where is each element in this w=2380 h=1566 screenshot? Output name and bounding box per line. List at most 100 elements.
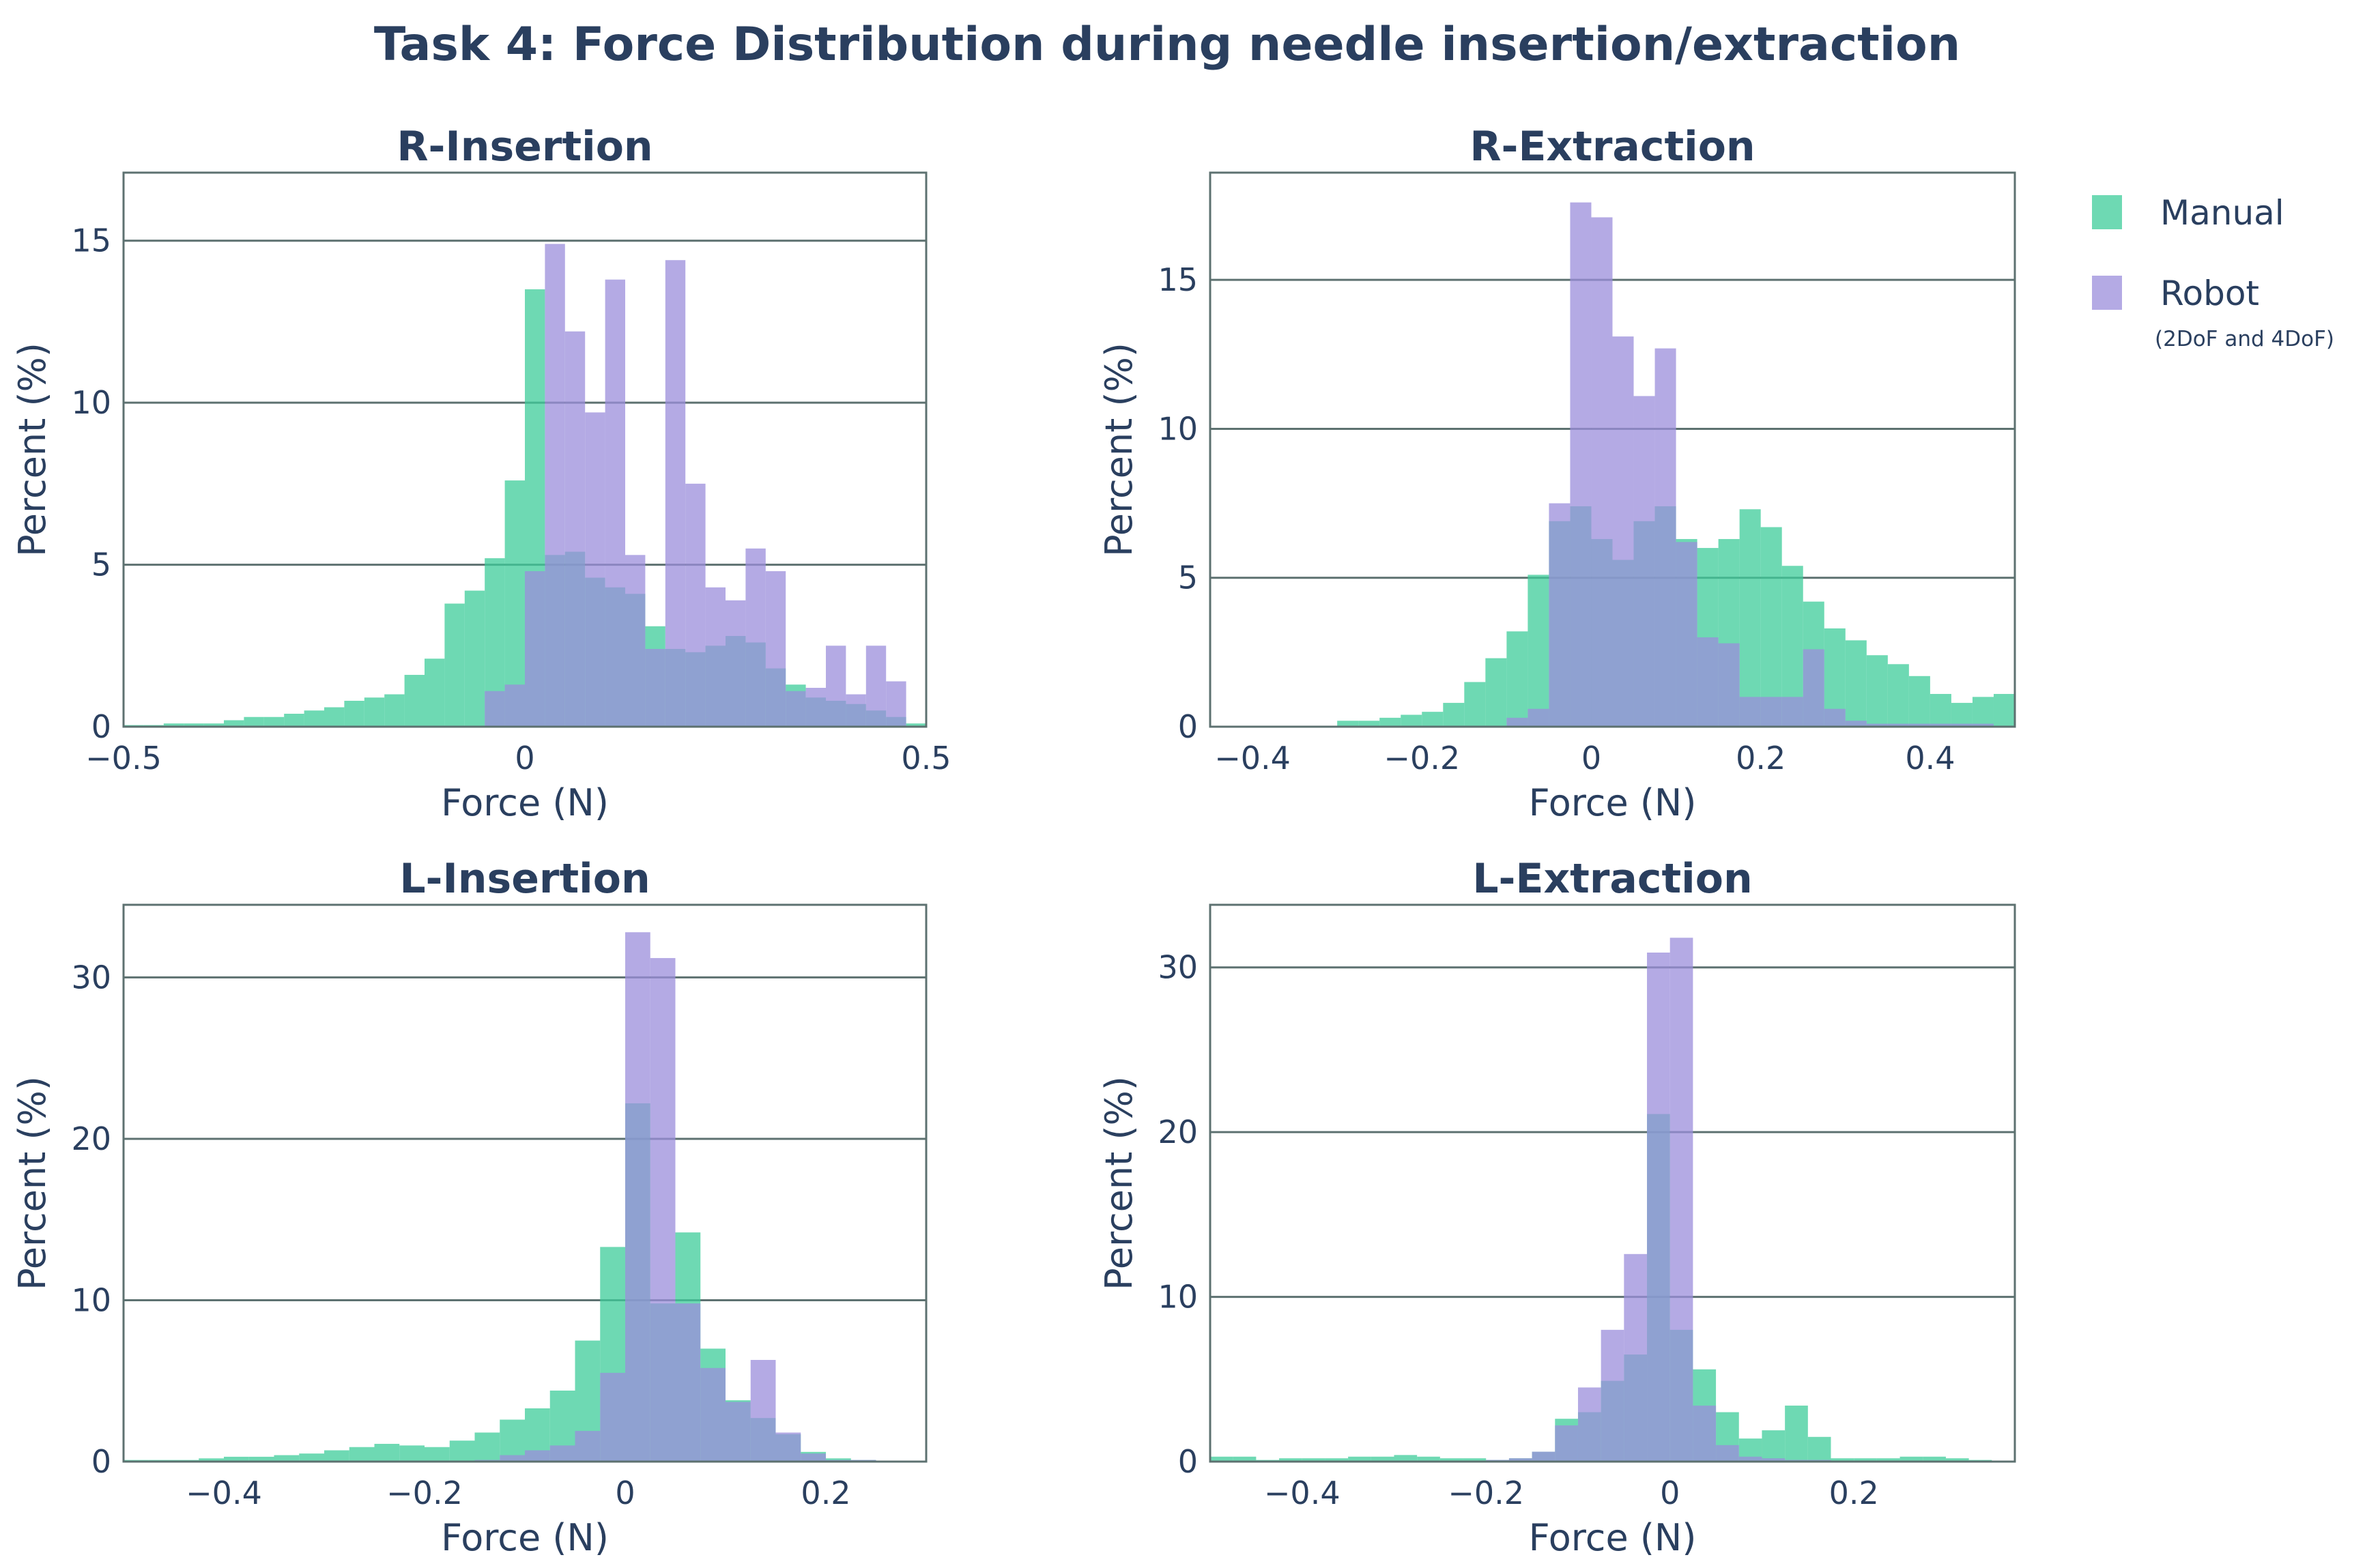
bar-robot: [549, 1445, 575, 1462]
chart-panel-l-insertion: 0 10 20 30 −0.4 −0.2 0 0.2 L-Insertion Force (N) P…: [11, 855, 928, 1559]
x-tick-label: 0: [515, 740, 534, 777]
legend-label: Robot: [2160, 274, 2259, 313]
y-axis-label: Percent (%): [1098, 343, 1141, 557]
bar-manual: [1854, 1458, 1877, 1462]
bar-robot: [485, 691, 505, 727]
bar-robot: [1676, 542, 1697, 727]
bar-robot: [1824, 708, 1846, 727]
bar-manual: [1485, 658, 1507, 727]
bar-manual: [299, 1453, 324, 1462]
bar-robot: [1718, 643, 1740, 727]
bar-manual: [1439, 1458, 1463, 1462]
bar-manual: [1762, 1430, 1786, 1462]
bar-manual: [1831, 1458, 1854, 1462]
y-tick-label: 10: [1158, 410, 1198, 447]
bar-robot: [1601, 1329, 1624, 1462]
bar-manual: [1876, 1458, 1900, 1462]
bar-robot: [1739, 697, 1761, 727]
bar-manual: [1379, 717, 1401, 727]
bar-robot: [545, 244, 565, 727]
bar-manual: [374, 1443, 400, 1462]
x-tick-label: −0.4: [186, 1475, 262, 1511]
x-tick-label: 0: [1581, 740, 1601, 777]
x-axis-label: Force (N): [1529, 781, 1697, 824]
bar-manual: [1930, 693, 1951, 727]
bar-robot: [500, 1455, 525, 1462]
bar-robot: [1803, 649, 1824, 727]
bar-manual: [324, 1450, 349, 1462]
bar-manual: [1348, 1456, 1371, 1462]
bar-robot: [865, 646, 887, 727]
bar-robot: [826, 646, 846, 727]
bar-robot: [1591, 217, 1613, 727]
bar-manual: [425, 658, 445, 727]
y-tick-label: 10: [71, 384, 111, 421]
x-tick-label: 0: [1660, 1475, 1680, 1511]
bar-manual: [1233, 1456, 1257, 1462]
bar-manual: [324, 707, 345, 727]
bar-manual: [244, 716, 264, 727]
bar-robot: [765, 571, 786, 727]
bar-manual: [500, 1419, 525, 1462]
legend[interactable]: Manual Robot (2DoF and 4DoF): [2092, 193, 2334, 351]
bar-robot: [1738, 1456, 1762, 1462]
bar-robot: [525, 571, 545, 727]
bar-manual: [1464, 682, 1486, 727]
plot-frame: [122, 171, 928, 728]
bar-robot: [504, 684, 525, 727]
histogram-bars: [1337, 202, 2078, 727]
y-tick-label: 10: [71, 1281, 111, 1318]
bar-robot: [1506, 717, 1528, 727]
y-tick-label: 0: [1178, 1443, 1198, 1480]
bar-manual: [2057, 706, 2078, 727]
bar-robot: [1762, 1458, 1786, 1462]
bar-robot: [1845, 721, 1867, 727]
x-axis-label: Force (N): [1529, 1516, 1697, 1559]
histogram-bars: [124, 932, 876, 1462]
bar-robot: [564, 331, 586, 727]
bar-robot: [1624, 1253, 1648, 1462]
bar-manual: [1302, 1458, 1325, 1462]
y-tick-label: 20: [71, 1120, 111, 1157]
bar-manual: [199, 1458, 224, 1462]
bar-robot: [1887, 723, 1909, 727]
subplot-title: R-Insertion: [397, 123, 653, 171]
legend-item-robot[interactable]: Robot (2DoF and 4DoF): [2092, 274, 2334, 351]
bar-robot: [650, 958, 676, 1462]
bar-robot: [805, 688, 826, 727]
bar-manual: [474, 1432, 500, 1462]
bar-robot: [1930, 723, 1951, 727]
bar-manual: [1325, 1458, 1349, 1462]
bar-manual: [404, 675, 425, 727]
bar-robot: [886, 681, 906, 727]
bar-manual: [344, 701, 364, 727]
x-axis-label: Force (N): [441, 781, 609, 824]
bar-robot: [625, 555, 646, 727]
y-tick-label: 15: [71, 222, 111, 259]
bar-robot: [726, 600, 746, 727]
x-axis-label: Force (N): [441, 1516, 609, 1559]
plot-frame: [1209, 903, 2016, 1463]
x-tick-label: −0.2: [386, 1475, 463, 1511]
bar-manual: [1887, 664, 1909, 727]
bar-manual: [1760, 527, 1782, 727]
plot-frame: [1209, 171, 2016, 728]
bar-robot: [726, 1402, 751, 1462]
legend-item-manual[interactable]: Manual: [2092, 193, 2284, 233]
x-tick-label: −0.4: [1214, 740, 1291, 777]
bar-manual: [248, 1456, 274, 1462]
bar-robot: [1555, 1425, 1578, 1462]
bar-robot: [1866, 723, 1888, 727]
bar-robot: [705, 587, 726, 727]
chart-panel-r-extraction: 0 5 10 15 −0.4 −0.2 0 0.2 0.4 R-Extraction Force (…: [1098, 123, 2078, 824]
bar-manual: [184, 723, 204, 727]
bar-manual: [1785, 1405, 1808, 1462]
bar-manual: [1972, 697, 1994, 727]
bar-manual: [384, 694, 405, 727]
y-tick-label: 10: [1158, 1279, 1198, 1316]
bar-manual: [203, 723, 224, 727]
x-tick-label: −0.4: [1264, 1475, 1340, 1511]
bar-robot: [665, 260, 686, 727]
bar-manual: [1528, 575, 1549, 727]
bar-manual: [425, 1447, 450, 1462]
